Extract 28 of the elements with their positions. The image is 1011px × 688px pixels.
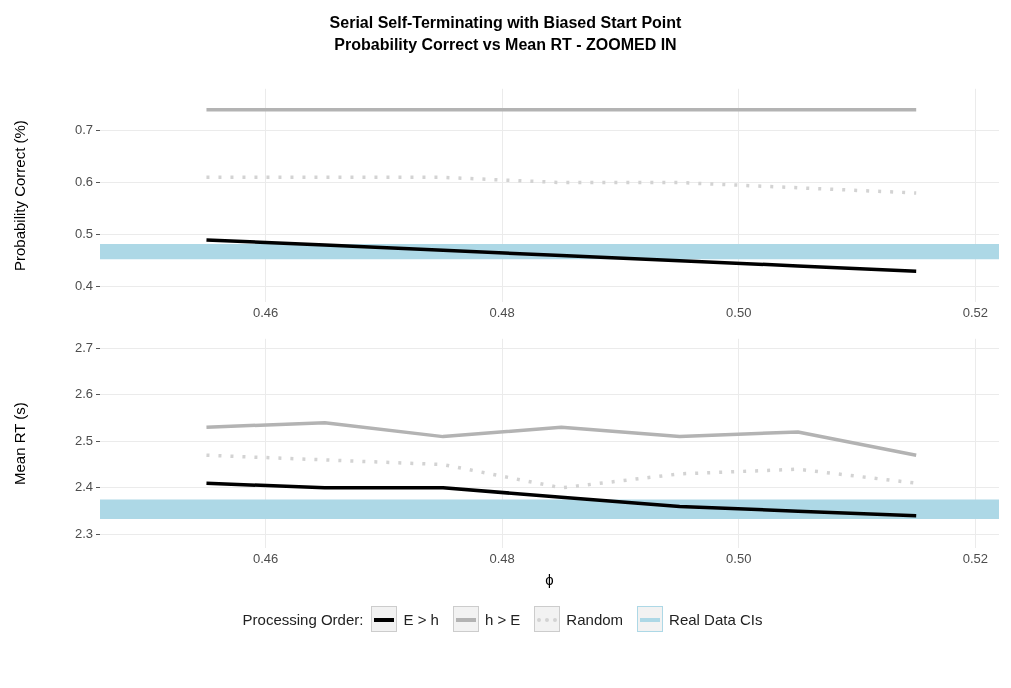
x-tick-label: 0.50: [726, 550, 752, 566]
legend-label: Real Data CIs: [669, 610, 763, 628]
x-tick-label: 0.50: [726, 304, 752, 320]
y-tick-label: 0.7: [74, 122, 93, 138]
x-tick-label: 0.46: [252, 304, 279, 320]
y-tick-label: 2.7: [74, 339, 93, 355]
legend-label: E > h: [403, 610, 439, 628]
y-axis-title: Mean RT (s): [11, 402, 29, 486]
y-axis-title: Probability Correct (%): [11, 120, 29, 272]
legend-label: Random: [566, 610, 624, 628]
x-tick-label: 0.52: [962, 304, 988, 320]
x-axis-title: ϕ: [545, 571, 554, 589]
y-tick-label: 2.3: [74, 526, 93, 541]
x-tick-label: 0.48: [489, 550, 515, 566]
chart-subtitle: Probability Correct vs Mean RT - ZOOMED IN: [333, 35, 678, 55]
y-tick-label: 0.6: [74, 174, 93, 190]
y-tick-label: 2.4: [74, 479, 93, 495]
y-tick-label: 0.5: [74, 226, 93, 242]
x-tick-label: 0.48: [489, 304, 515, 320]
y-tick-label: 0.4: [74, 278, 93, 294]
x-tick-label: 0.52: [962, 550, 988, 566]
legend-title: Processing Order:: [242, 610, 364, 628]
legend-label: h > E: [484, 610, 521, 628]
y-tick-label: 2.6: [74, 386, 93, 402]
line-series: [204, 175, 918, 195]
x-tick-label: 0.46: [252, 550, 279, 566]
chart-title: Serial Self-Terminating with Biased Start Point: [328, 13, 683, 33]
y-tick-label: 2.5: [74, 432, 93, 448]
